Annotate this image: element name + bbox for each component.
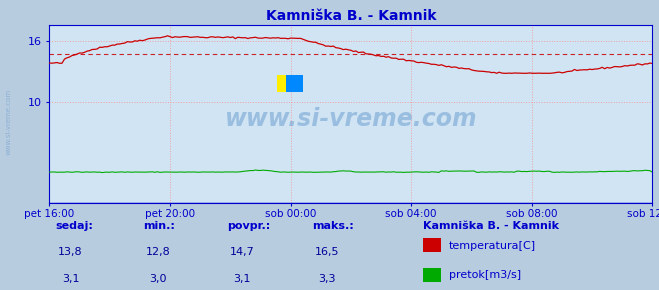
Text: 13,8: 13,8: [58, 247, 83, 257]
Text: www.si-vreme.com: www.si-vreme.com: [225, 107, 477, 131]
Text: 14,7: 14,7: [230, 247, 255, 257]
Text: Kamniška B. - Kamnik: Kamniška B. - Kamnik: [423, 221, 559, 231]
FancyBboxPatch shape: [423, 268, 442, 282]
FancyBboxPatch shape: [286, 75, 302, 93]
Text: 3,1: 3,1: [234, 274, 251, 284]
Text: pretok[m3/s]: pretok[m3/s]: [449, 270, 521, 280]
Text: povpr.:: povpr.:: [227, 221, 271, 231]
Text: maks.:: maks.:: [312, 221, 353, 231]
Text: 16,5: 16,5: [314, 247, 339, 257]
Text: 12,8: 12,8: [146, 247, 170, 257]
Title: Kamniška B. - Kamnik: Kamniška B. - Kamnik: [266, 10, 436, 23]
Text: www.si-vreme.com: www.si-vreme.com: [5, 89, 12, 155]
Text: 3,0: 3,0: [149, 274, 167, 284]
Text: 3,1: 3,1: [62, 274, 79, 284]
FancyBboxPatch shape: [277, 75, 294, 93]
Text: sedaj:: sedaj:: [55, 221, 94, 231]
Text: temperatura[C]: temperatura[C]: [449, 241, 536, 251]
Text: min.:: min.:: [143, 221, 175, 231]
Text: 3,3: 3,3: [318, 274, 335, 284]
FancyBboxPatch shape: [423, 238, 442, 252]
